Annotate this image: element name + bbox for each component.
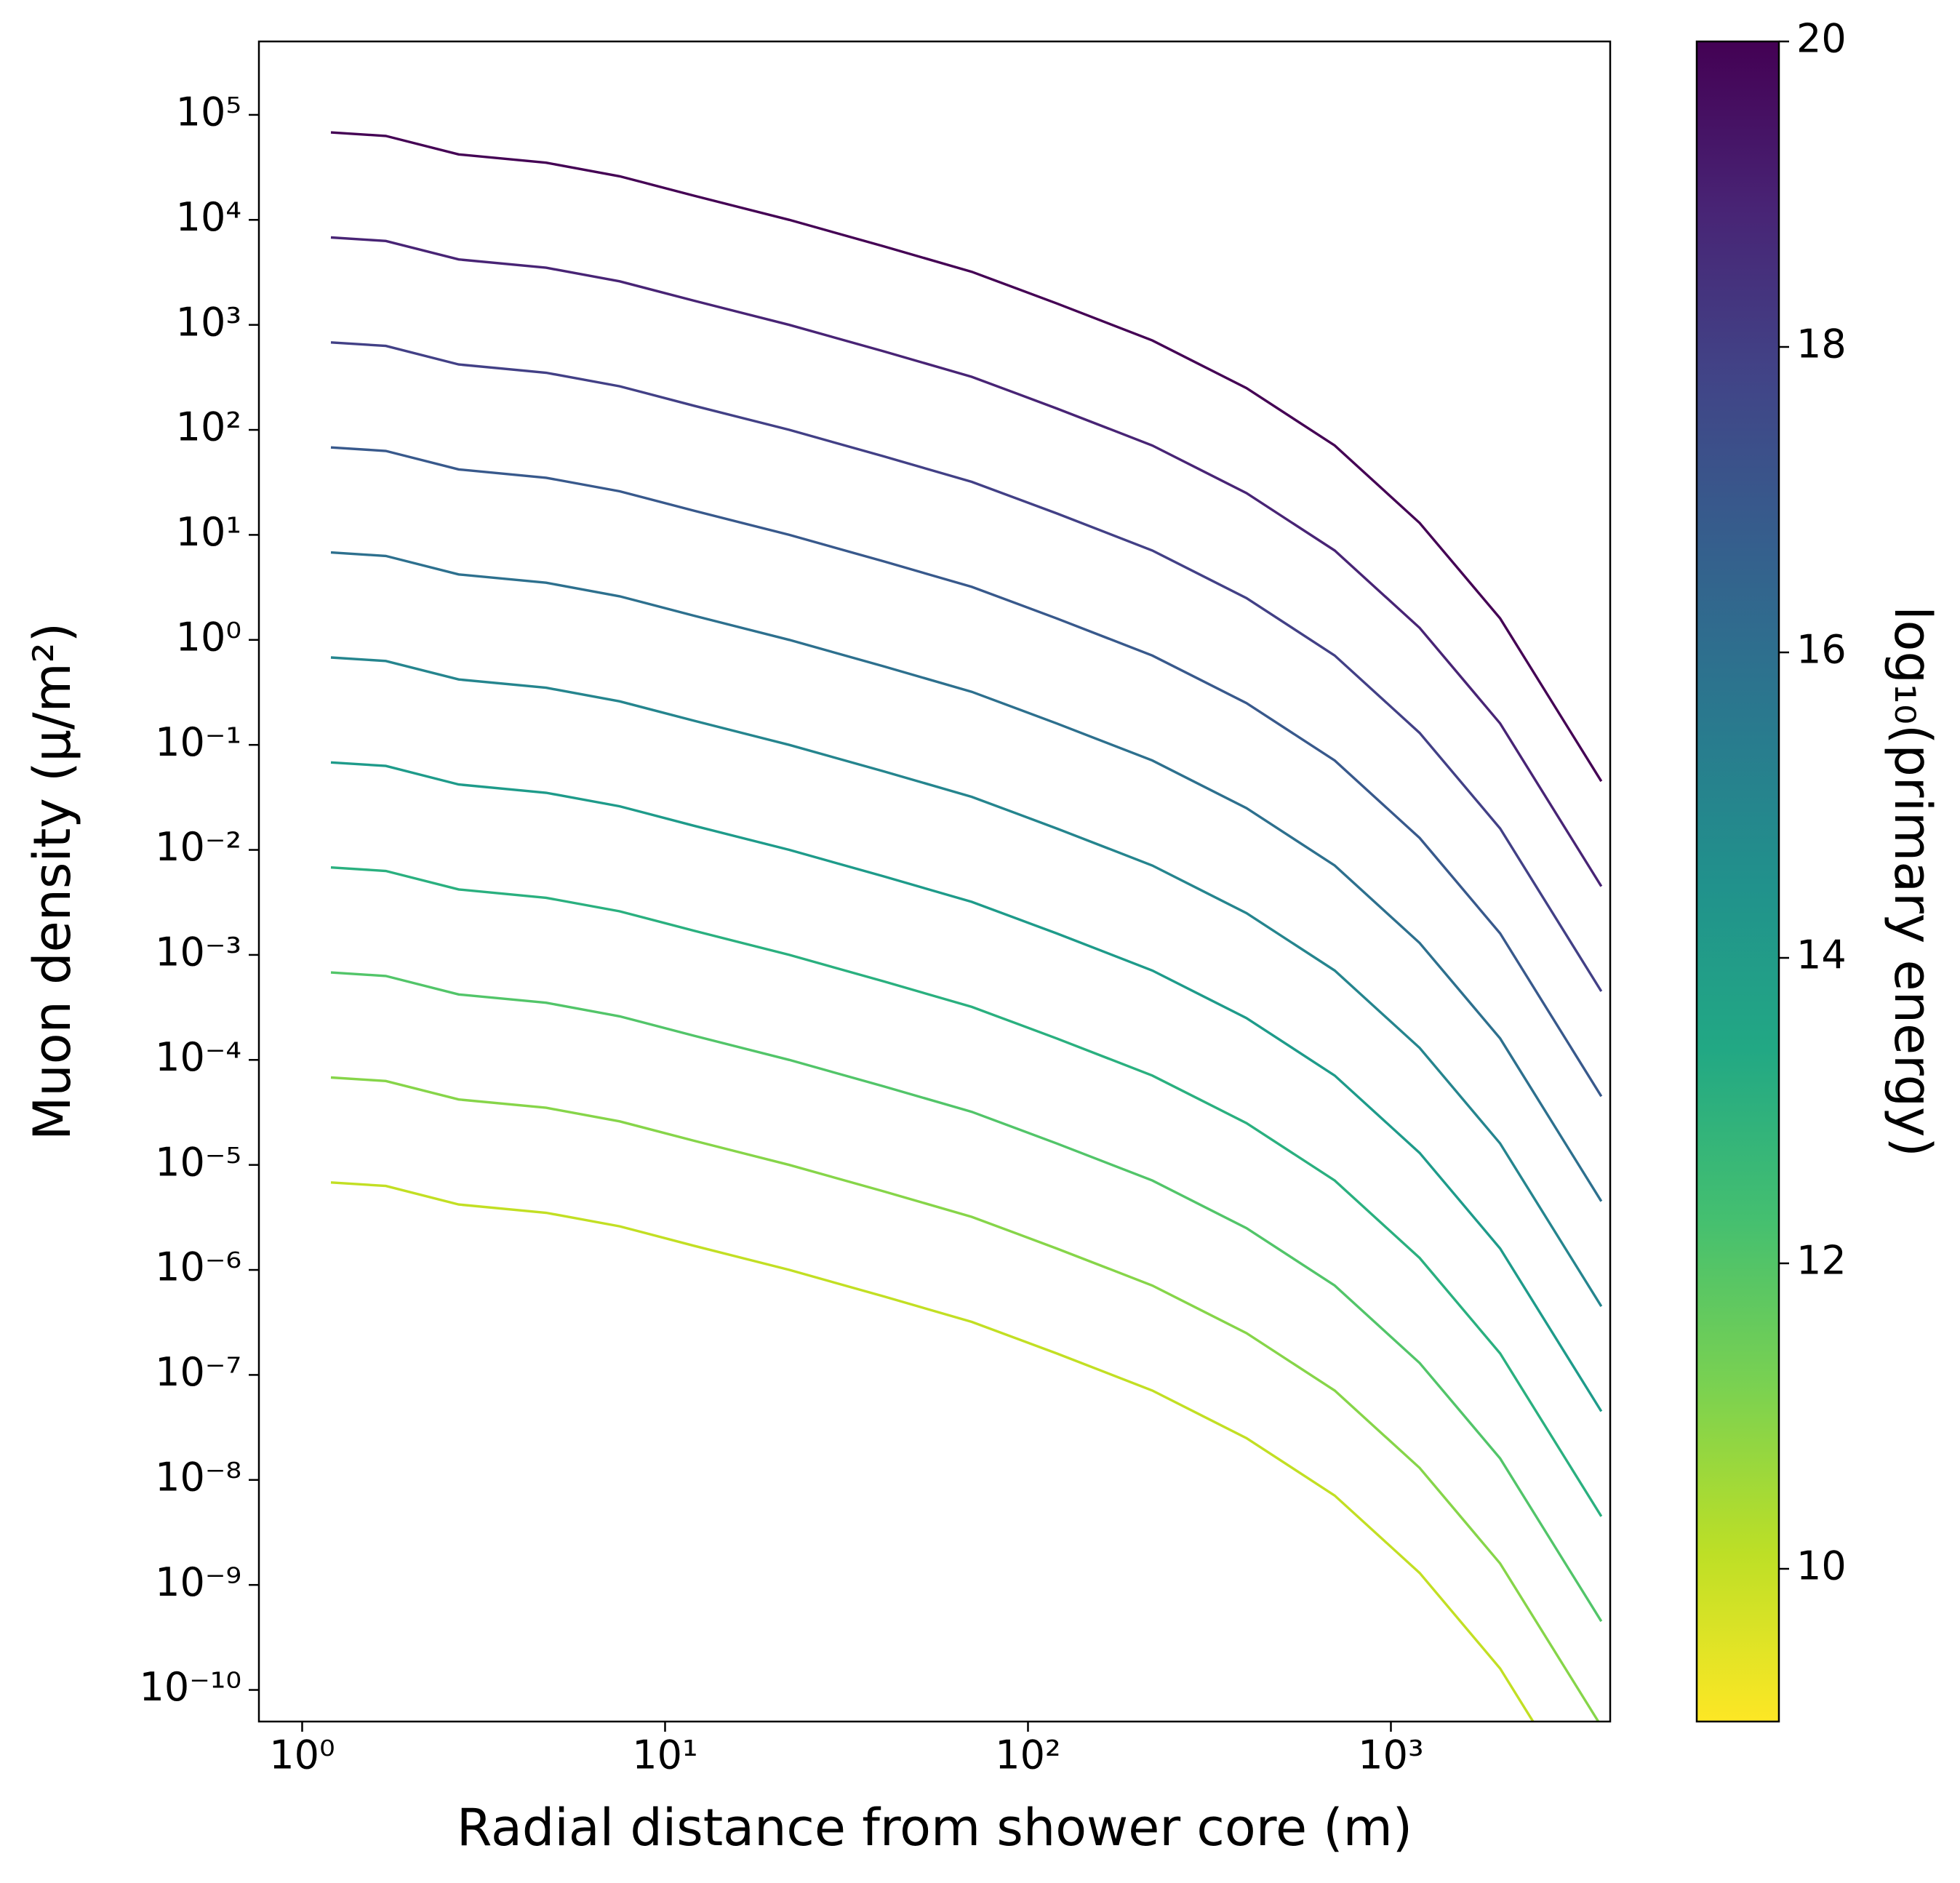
data-line: [330, 551, 1603, 1202]
y-tick-label: 10²: [176, 404, 241, 450]
y-tick-label: 10⁰: [176, 614, 241, 660]
colorbar-tick-label: 10: [1796, 1543, 1847, 1589]
y-tick-label: 10⁻²: [155, 824, 241, 870]
y-tick-label: 10⁻⁶: [155, 1244, 241, 1290]
x-axis-label: Radial distance from shower core (m): [457, 1798, 1412, 1858]
data-line: [330, 236, 1603, 887]
y-tick-label: 10⁻⁹: [155, 1559, 241, 1605]
data-line: [330, 1181, 1535, 1722]
y-tick-label: 10⁵: [176, 89, 241, 135]
data-line: [330, 866, 1603, 1517]
y-tick-label: 10⁻⁴: [155, 1034, 241, 1080]
y-tick-label: 10⁻⁵: [155, 1139, 241, 1185]
y-tick-label: 10⁻³: [155, 929, 241, 975]
y-axis-label: Muon density (μ/m²): [23, 623, 82, 1140]
x-tick-label: 10¹: [632, 1732, 697, 1778]
colorbar-tick-label: 18: [1796, 321, 1847, 367]
colorbar-label: log₁₀(primary energy): [1883, 606, 1943, 1157]
y-tick-label: 10⁻⁸: [155, 1454, 241, 1500]
x-tick-label: 10²: [995, 1732, 1060, 1778]
y-tick-label: 10⁻⁷: [155, 1349, 241, 1395]
colorbar-tick-label: 14: [1796, 932, 1847, 978]
y-tick-label: 10⁴: [176, 194, 241, 240]
colorbar-tick-label: 16: [1796, 627, 1847, 673]
data-line: [330, 446, 1603, 1098]
y-tick-label: 10⁻¹: [155, 719, 241, 765]
y-tick-label: 10³: [176, 299, 241, 345]
y-tick-label: 10⁻¹⁰: [139, 1664, 241, 1710]
plot-frame: [257, 40, 1612, 1723]
data-line: [330, 656, 1603, 1307]
data-line: [330, 971, 1603, 1623]
data-line: [330, 761, 1603, 1412]
colorbar-tick-label: 20: [1796, 16, 1847, 62]
data-line: [330, 341, 1603, 992]
colorbar: [1695, 40, 1780, 1723]
x-tick-label: 10⁰: [269, 1732, 335, 1778]
x-tick-label: 10³: [1358, 1732, 1423, 1778]
plot-area: [330, 131, 1603, 1722]
data-line: [330, 1076, 1600, 1722]
y-tick-label: 10¹: [176, 509, 241, 555]
colorbar-tick-label: 12: [1796, 1238, 1847, 1284]
data-line: [330, 131, 1603, 783]
